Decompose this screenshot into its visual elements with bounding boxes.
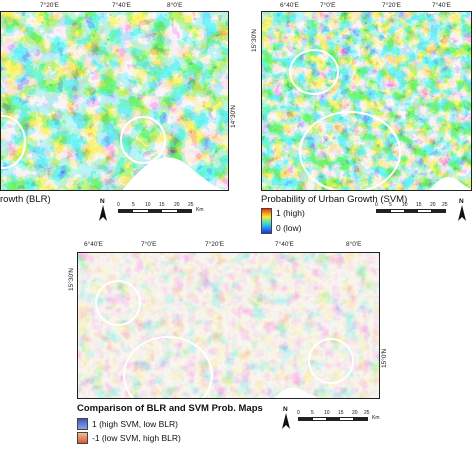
comparison-map: [77, 252, 380, 399]
blr-hotspot-circle: [120, 116, 166, 164]
scale-label: 10: [324, 410, 330, 416]
scale-label: 15: [416, 202, 422, 208]
svm-lon-tick: 7°20'E: [382, 2, 402, 9]
comparison-lon-tick: 6°40'E: [84, 241, 104, 248]
blr-nodata-area: [122, 157, 225, 190]
comparison-legend-high-blr: -1 (low SVM, high BLR): [92, 433, 181, 443]
svm-north-label: N: [459, 198, 464, 205]
blr-north-label: N: [100, 198, 105, 205]
north-arrow-icon: [458, 205, 466, 221]
svm-lon-tick: 6°40'E: [280, 2, 300, 9]
blr-raster: [1, 12, 228, 190]
comparison-lon-tick: 8°0'E: [346, 241, 362, 248]
scale-unit: Km: [372, 415, 380, 421]
scale-label: 25: [188, 202, 194, 208]
scale-label: 25: [364, 410, 370, 416]
blr-lat-tick: 14°30'N: [230, 105, 237, 128]
comparison-panel: 6°40'E 7°0'E 7°20'E 7°40'E 8°0'E 15°30'N…: [68, 238, 400, 474]
scale-label: 5: [311, 410, 314, 416]
comparison-nodata-area: [274, 387, 319, 398]
comparison-legend-swatch-high-svm: [77, 418, 88, 430]
scale-label: 5: [389, 202, 392, 208]
scale-label: 15: [338, 410, 344, 416]
scale-label: 20: [174, 202, 180, 208]
scale-label: 15: [159, 202, 165, 208]
comparison-north-label: N: [283, 406, 288, 413]
scale-label: 0: [297, 410, 300, 416]
scale-label: 20: [430, 202, 436, 208]
svm-nodata-area: [429, 177, 471, 190]
scale-label: 20: [352, 410, 358, 416]
comparison-raster: [78, 253, 379, 398]
svm-panel: 6°40'E 7°0'E 7°20'E 7°40'E 15°30'N: [251, 0, 474, 234]
scale-unit: Km: [196, 207, 204, 213]
comparison-lon-tick: 7°20'E: [205, 241, 225, 248]
comparison-lat-tick: 15°30'N: [68, 268, 75, 291]
comparison-lon-tick: 7°0'E: [141, 241, 157, 248]
north-arrow-icon: [99, 205, 107, 221]
blr-probability-map: [0, 11, 229, 191]
scale-label: 25: [442, 202, 448, 208]
blr-lon-tick: 7°20'E: [40, 2, 60, 9]
svm-probability-map: [261, 11, 472, 191]
svm-legend-high: 1 (high): [276, 208, 305, 218]
scale-label: 0: [117, 202, 120, 208]
svm-legend-gradient: [261, 208, 272, 234]
svm-hotspot-circle: [289, 49, 339, 95]
svm-legend-low: 0 (low): [276, 223, 302, 233]
blr-panel: 7°20'E 7°40'E 8°0'E 14°30'N: [0, 0, 240, 225]
north-arrow-icon: [282, 413, 290, 429]
blr-lon-tick: 7°40'E: [112, 2, 132, 9]
scale-label: 0: [375, 202, 378, 208]
comparison-map-title: Comparison of BLR and SVM Prob. Maps: [77, 403, 263, 414]
svm-lon-tick: 7°0'E: [320, 2, 336, 9]
blr-hotspot-circle: [1, 115, 26, 169]
blr-map-title: rowth (BLR): [0, 194, 51, 205]
svm-hotspot-circle: [299, 111, 401, 190]
comparison-lat-tick: 15°0'N: [381, 348, 388, 368]
comparison-scale-bar: [298, 417, 368, 421]
scale-label: 10: [402, 202, 408, 208]
blr-lon-tick: 8°0'E: [167, 2, 183, 9]
comparison-hotspot-circle: [95, 280, 141, 326]
comparison-hotspot-circle: [123, 336, 213, 398]
svm-scale-bar: [376, 209, 446, 213]
scale-label: 5: [132, 202, 135, 208]
comparison-legend-swatch-high-blr: [77, 432, 88, 444]
blr-scale-bar: [118, 209, 192, 213]
svm-raster: [262, 12, 471, 190]
svm-lat-tick: 15°30'N: [251, 29, 258, 52]
svm-lon-tick: 7°40'E: [432, 2, 452, 9]
comparison-lon-tick: 7°40'E: [275, 241, 295, 248]
scale-label: 10: [145, 202, 151, 208]
svm-map-title: Probability of Urban Growth (SVM): [261, 194, 408, 205]
comparison-hotspot-circle: [308, 338, 354, 384]
comparison-legend-high-svm: 1 (high SVM, low BLR): [92, 419, 178, 429]
